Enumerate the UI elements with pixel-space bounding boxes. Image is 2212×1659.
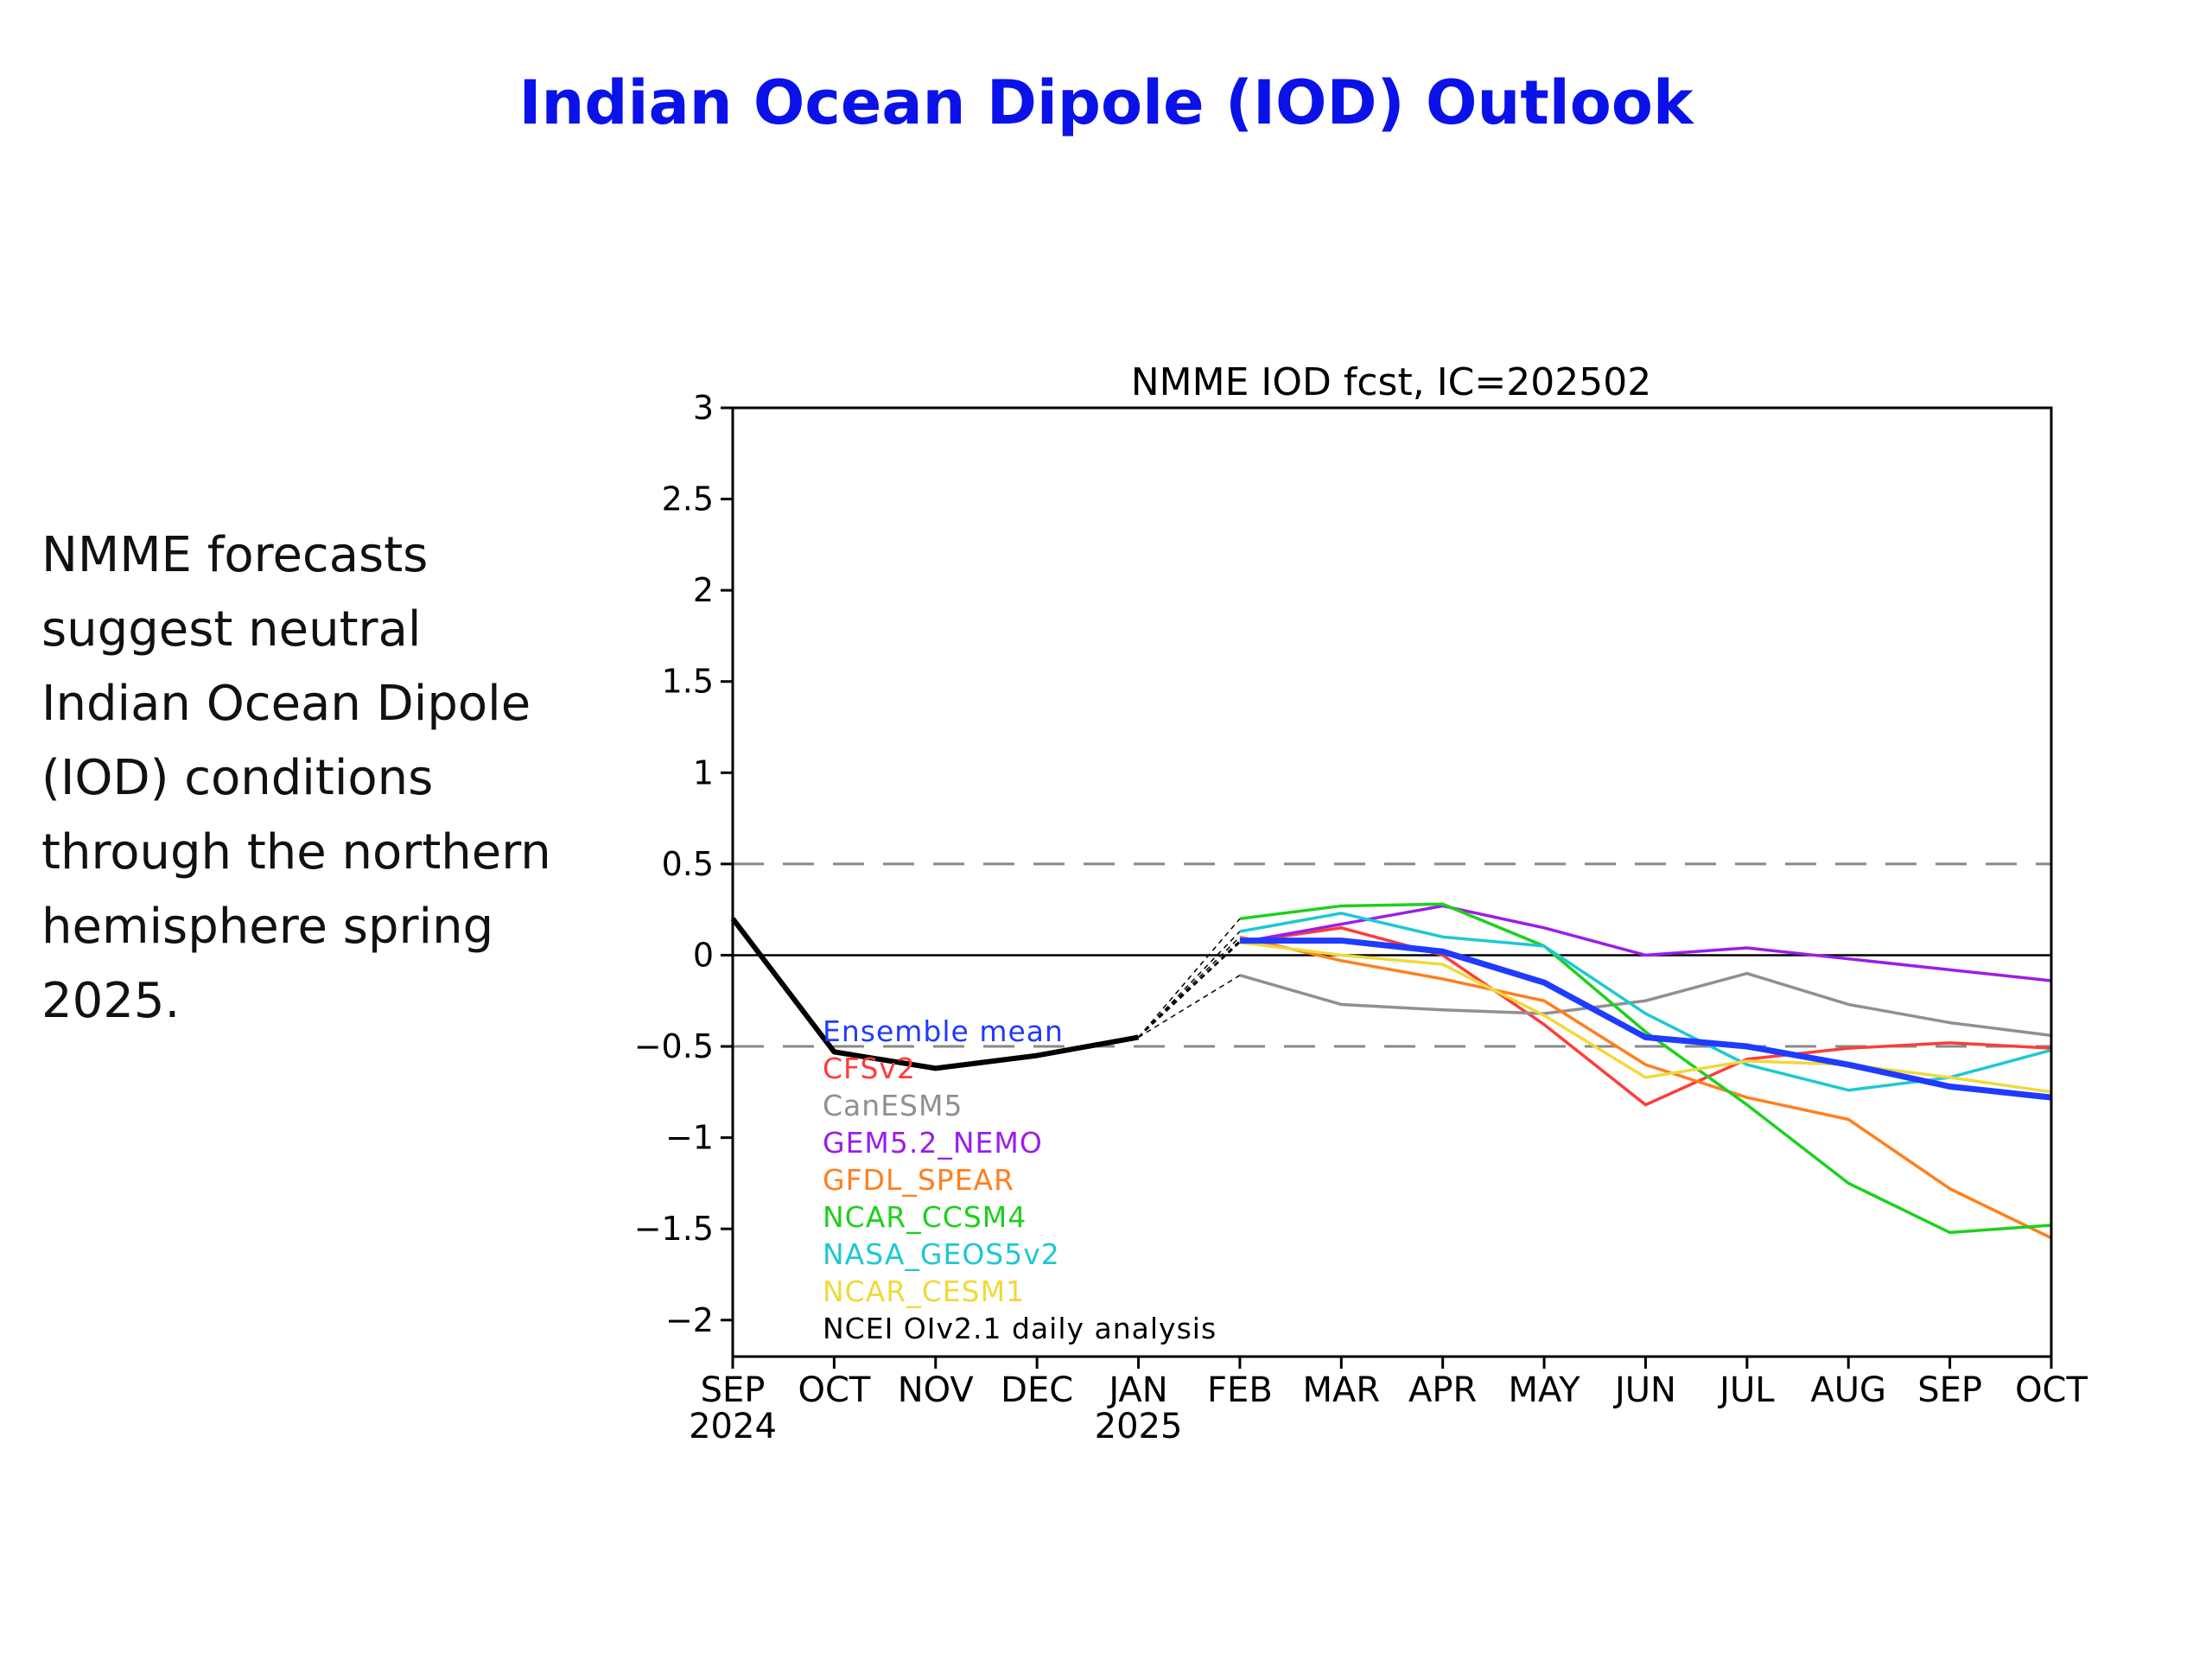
- legend-entry: NCEI OIv2.1 daily analysis: [823, 1312, 1217, 1345]
- y-tick-label: 1: [693, 753, 714, 791]
- plot-frame: [731, 406, 2053, 1358]
- y-tick-label: −2: [665, 1301, 714, 1339]
- y-tick-label: 2: [693, 571, 714, 609]
- y-tick-label: 3: [693, 389, 714, 427]
- summary-line: suggest neutral: [41, 601, 422, 658]
- series-line: [1239, 940, 2052, 1094]
- legend-entry: NCAR_CCSM4: [823, 1200, 1027, 1234]
- legend-entry: CanESM5: [823, 1089, 963, 1122]
- x-tick-label: AUG: [1810, 1370, 1886, 1410]
- x-tick-label: MAY: [1508, 1370, 1580, 1410]
- legend-entry: CFSv2: [823, 1052, 916, 1085]
- x-tick-label: MAR: [1302, 1370, 1380, 1410]
- y-tick-label: 2.5: [662, 480, 714, 518]
- summary-line: (IOD) conditions: [41, 750, 434, 806]
- summary-line: hemisphere spring: [41, 899, 494, 955]
- series-line: [1239, 902, 2052, 1235]
- x-tick-label: NOV: [898, 1370, 975, 1410]
- x-tick-label: OCT: [2015, 1370, 2088, 1410]
- spread-connector: [1137, 918, 1241, 1038]
- y-axis: 3 2.5 2 1.5 1 0.5 0 −0.5 −1 −1.5 −2: [634, 389, 733, 1339]
- reference-lines: [733, 862, 2051, 1048]
- y-tick-label: −1.5: [634, 1210, 714, 1248]
- x-tick-label: DEC: [1001, 1370, 1073, 1410]
- legend-entry: NASA_GEOS5v2: [823, 1237, 1060, 1271]
- spread-connector: [1137, 931, 1241, 1038]
- series-line: [1239, 971, 2052, 1038]
- x-tick-label: FEB: [1207, 1370, 1273, 1410]
- y-tick-label: 1.5: [662, 663, 714, 701]
- y-tick-label: 0: [693, 936, 714, 974]
- summary-line: 2025.: [41, 973, 181, 1029]
- x-tick-label: APR: [1408, 1370, 1477, 1410]
- slide-title: Indian Ocean Dipole (IOD) Outlook: [518, 67, 1694, 138]
- summary-text: NMME forecasts suggest neutral Indian Oc…: [41, 518, 612, 1039]
- x-tick-label: SEP: [1917, 1370, 1982, 1410]
- x-tick-label: JAN: [1106, 1370, 1167, 1410]
- summary-line: NMME forecasts: [41, 527, 429, 583]
- series-line: [1239, 935, 2052, 1240]
- observed-line: [730, 917, 1140, 1071]
- y-tick-label: 0.5: [662, 845, 714, 883]
- x-tick-label: OCT: [798, 1370, 870, 1410]
- x-tick-label: JUL: [1717, 1370, 1775, 1410]
- legend: Ensemble mean CFSv2 CanESM5 GEM5.2_NEMOGFDL…: [823, 1014, 1217, 1345]
- y-tick-label: −1: [665, 1119, 714, 1157]
- x-tick-year-label: 2024: [689, 1407, 777, 1446]
- series-line: [1239, 904, 2052, 982]
- spread-connector: [1138, 942, 1241, 1039]
- legend-entry: GEM5.2_NEMO: [823, 1126, 1043, 1160]
- x-tick-label: SEP: [701, 1370, 766, 1410]
- summary-line: Indian Ocean Dipole: [41, 676, 531, 732]
- y-tick-label: −0.5: [634, 1027, 714, 1065]
- summary-line: through the northern: [41, 824, 551, 880]
- x-tick-label: JUN: [1612, 1370, 1676, 1410]
- x-tick-year-label: 2025: [1095, 1407, 1183, 1446]
- series-lines: [730, 902, 2052, 1240]
- series-line: [1239, 926, 2052, 1107]
- spread-connector: [1138, 975, 1241, 1039]
- legend-entry: Ensemble mean: [823, 1014, 1064, 1048]
- chart-title: NMME IOD fcst, IC=202502: [1131, 360, 1651, 404]
- series-line: [1239, 938, 2052, 1101]
- legend-entry: GFDL_SPEAR: [823, 1163, 1014, 1197]
- legend-entry: NCAR_CESM1: [823, 1274, 1025, 1308]
